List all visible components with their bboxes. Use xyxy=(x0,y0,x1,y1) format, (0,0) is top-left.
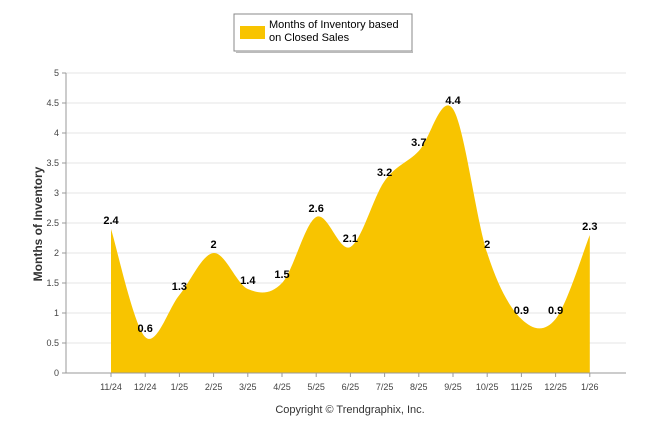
data-label: 1.4 xyxy=(240,275,256,287)
x-tick-label: 10/25 xyxy=(476,382,499,392)
data-label: 0.9 xyxy=(548,305,563,317)
data-label: 2.3 xyxy=(582,221,597,233)
data-label: 2 xyxy=(484,239,490,251)
data-label: 3.7 xyxy=(411,137,426,149)
y-tick-label: 3.5 xyxy=(46,158,59,168)
x-tick-label: 1/26 xyxy=(581,382,599,392)
legend-label-line2: on Closed Sales xyxy=(269,32,350,44)
data-label: 2.4 xyxy=(103,215,119,227)
y-tick-label: 2.5 xyxy=(46,218,59,228)
x-tick-label: 2/25 xyxy=(205,382,223,392)
x-tick-label: 1/25 xyxy=(171,382,189,392)
legend: Months of Inventory based on Closed Sale… xyxy=(233,13,413,53)
y-tick-label: 3 xyxy=(54,188,59,198)
x-tick-label: 9/25 xyxy=(444,382,462,392)
y-tick-label: 5 xyxy=(54,68,59,78)
y-tick-label: 1.5 xyxy=(46,278,59,288)
x-tick-label: 6/25 xyxy=(342,382,360,392)
data-label: 1.3 xyxy=(172,281,187,293)
x-tick-label: 12/25 xyxy=(544,382,567,392)
copyright-footer: Copyright © Trendgraphix, Inc. xyxy=(275,404,424,416)
x-tick-label: 8/25 xyxy=(410,382,428,392)
inventory-area xyxy=(111,105,590,373)
y-tick-label: 4.5 xyxy=(46,98,59,108)
data-labels: 2.4 0.6 1.3 2 1.4 1.5 2.6 2.1 3.2 3.7 4.4 2 0.9 0.9 2.… xyxy=(103,95,597,335)
grid-lines xyxy=(66,72,626,344)
x-tick-label: 7/25 xyxy=(376,382,394,392)
axes xyxy=(65,73,626,374)
data-label: 1.5 xyxy=(274,269,289,281)
y-tick-label: 0.5 xyxy=(46,338,59,348)
data-label: 0.9 xyxy=(514,305,529,317)
y-tick-label: 0 xyxy=(54,368,59,378)
y-tick-label: 2 xyxy=(54,248,59,258)
y-axis-title: Months of Inventory xyxy=(31,166,45,281)
y-tick-label: 4 xyxy=(54,128,59,138)
x-tick-label: 11/24 xyxy=(100,382,122,392)
data-label: 2 xyxy=(211,239,217,251)
data-label: 2.1 xyxy=(343,233,358,245)
y-axis-ticks: 0 0.5 1 1.5 2 2.5 3 3.5 4 4.5 5 xyxy=(46,68,66,378)
x-tick-label: 3/25 xyxy=(239,382,257,392)
data-label: 2.6 xyxy=(309,203,324,215)
x-tick-label: 12/24 xyxy=(134,382,157,392)
x-tick-label: 5/25 xyxy=(307,382,325,392)
x-tick-label: 11/25 xyxy=(510,382,532,392)
legend-label-line1: Months of Inventory based xyxy=(269,19,399,31)
x-tick-label: 4/25 xyxy=(273,382,291,392)
data-label: 4.4 xyxy=(445,95,461,107)
x-axis-ticks: 11/24 12/24 1/25 2/25 3/25 4/25 5/25 6/25 7/25 8/… xyxy=(100,373,599,392)
data-label: 3.2 xyxy=(377,167,392,179)
y-tick-label: 1 xyxy=(54,308,59,318)
data-label: 0.6 xyxy=(138,323,153,335)
legend-swatch xyxy=(240,26,265,39)
